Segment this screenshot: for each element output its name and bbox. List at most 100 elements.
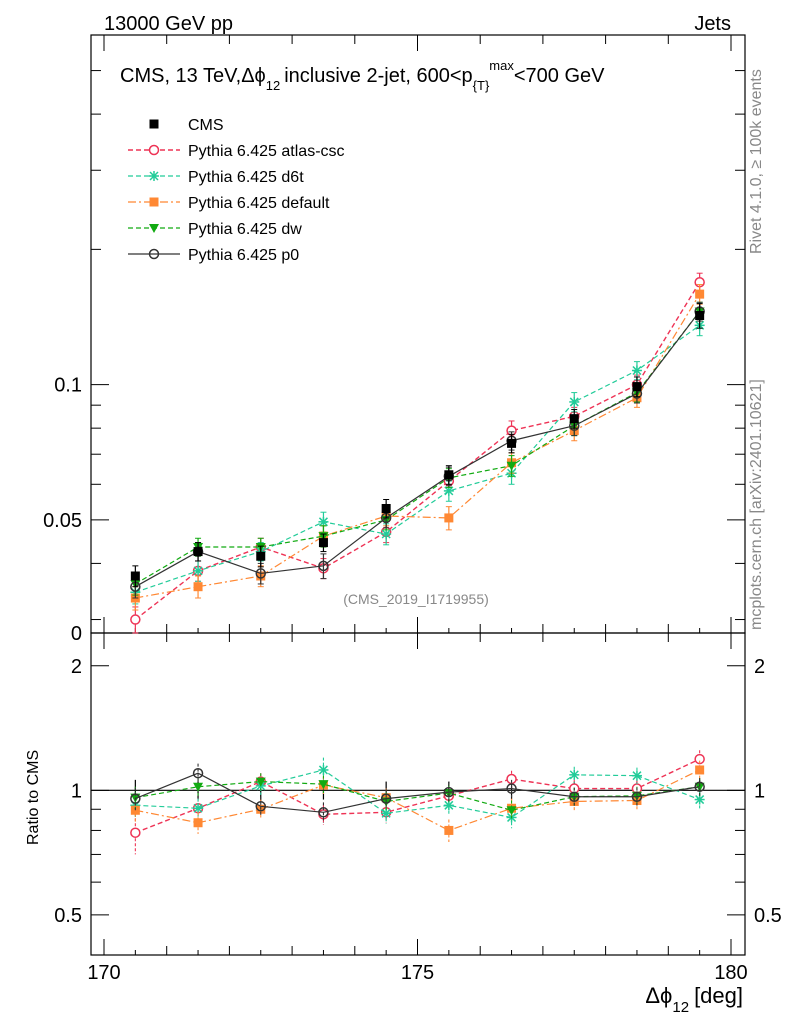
y-tick-label-ratio: 2 [71, 656, 82, 678]
title-main: CMS, 13 TeV, [120, 65, 241, 87]
data-point-default [193, 582, 203, 592]
x-tick-label: 170 [87, 962, 120, 984]
legend-marker-default [149, 197, 159, 207]
ratio-point-d6t-stroke [318, 765, 328, 775]
y-tick-label-main: 0.1 [54, 375, 82, 397]
data-point-p0 [255, 568, 266, 579]
ratio-point-d6t [631, 770, 642, 781]
title-dphi: Δϕ [241, 65, 266, 87]
ratio-point-default [193, 818, 203, 828]
ratio-point-default [444, 825, 454, 835]
header-energy-label: 13000 GeV pp [104, 13, 233, 35]
analysis-watermark: (CMS_2019_I1719955) [343, 591, 489, 607]
ratio-line-p0 [135, 772, 700, 813]
ratio-line-default [135, 769, 700, 832]
ratio-point-default [695, 765, 705, 775]
series-ratio-d6t [130, 757, 705, 829]
data-point-cms [695, 311, 705, 321]
series-main-dw [130, 301, 705, 596]
data-point-d6t-stroke [381, 529, 391, 539]
y-tick-label-ratio: 1 [71, 780, 82, 802]
data-point-cms [318, 538, 328, 548]
title-sub-12: 12 [266, 78, 280, 93]
data-point-d6t [318, 516, 329, 527]
data-point-default [444, 513, 454, 523]
ratio-point-p0 [443, 786, 455, 798]
data-point-d6t [381, 529, 392, 540]
data-point-d6t-stroke [632, 365, 642, 376]
legend-marker-cms [149, 119, 159, 129]
ratio-point-p0 [631, 791, 643, 802]
data-point-d6t-stroke [318, 517, 328, 527]
legend-entry-dw: Pythia 6.425 dw [128, 221, 302, 238]
series-main-d6t [130, 315, 705, 605]
data-point-atlas [130, 614, 141, 625]
y-tick-label-ratio: 0.5 [54, 905, 82, 927]
y-tick-label-main: 0.05 [43, 510, 82, 532]
header-jets-label: Jets [694, 13, 731, 35]
ratio-point-p0 [318, 807, 329, 818]
data-point-cms [632, 382, 642, 392]
ratio-point-d6t [381, 808, 392, 819]
x-label-main: Δϕ [645, 983, 672, 1008]
legend: CMS Pythia 6.425 atlas-csc Pythia 6.425 d6… [128, 117, 345, 264]
ratio-point-p0 [506, 783, 517, 794]
ratio-point-atlas [130, 827, 141, 838]
series-line-d6t [135, 324, 701, 593]
series-line-dw [135, 311, 701, 585]
ratio-y-axis-label: Ratio to CMS [25, 750, 42, 845]
series-line-p0 [135, 311, 701, 588]
x-tick-label: 175 [401, 962, 434, 984]
data-point-cms [444, 470, 454, 480]
legend-entry-p0: Pythia 6.425 p0 [128, 247, 299, 264]
legend-label-default: Pythia 6.425 default [188, 195, 330, 212]
series-main-default [130, 284, 705, 611]
legend-entry-cms: CMS [149, 117, 224, 134]
series-ratio-p0 [130, 763, 705, 823]
title-end: <700 GeV [514, 65, 605, 87]
ratio-point-dw [318, 780, 329, 790]
series-main-atlas [130, 272, 705, 634]
title-sub-T: {T} [473, 78, 490, 93]
data-point-d6t [193, 565, 204, 576]
data-point-d6t-stroke [193, 566, 203, 576]
legend-marker-p0 [148, 248, 160, 260]
data-point-cms [256, 551, 266, 561]
ratio-point-d6t [569, 769, 580, 780]
legend-label-d6t: Pythia 6.425 d6t [188, 169, 304, 186]
series-ratio-atlas [130, 750, 705, 855]
ratio-point-dw [255, 777, 266, 787]
ratio-point-d6t-stroke [695, 795, 705, 805]
data-point-d6t [631, 365, 642, 376]
data-point-d6t [569, 396, 580, 407]
data-point-cms [193, 547, 203, 557]
x-label-unit: [deg] [694, 983, 743, 1008]
ratio-point-dw [506, 806, 517, 816]
ratio-point-d6t [193, 803, 204, 814]
legend-label-atlas: Pythia 6.425 atlas-csc [188, 143, 345, 160]
y-tick-label-ratio-right: 0.5 [754, 905, 782, 927]
ratio-point-p0 [192, 767, 204, 779]
title-sup-max: max [489, 58, 514, 73]
legend-label-p0: Pythia 6.425 p0 [188, 247, 299, 264]
data-point-d6t-stroke [444, 486, 454, 496]
x-label-sub: 12 [672, 999, 689, 1016]
data-point-p0 [318, 560, 329, 572]
y-tick-label-ratio-right: 1 [754, 780, 765, 802]
ratio-point-d6t-stroke [381, 808, 391, 818]
ratio-point-d6t-stroke [569, 770, 579, 780]
ratio-point-p0 [380, 793, 392, 804]
x-axis-label: Δϕ12 [deg] [645, 983, 743, 1016]
ratio-plot-frame [90, 632, 746, 956]
x-tick-label: 180 [714, 962, 747, 984]
y-tick-label-ratio-right: 2 [754, 656, 765, 678]
legend-marker-d6t-stroke [149, 171, 159, 181]
ratio-point-d6t-stroke [444, 800, 454, 810]
title-mid: inclusive 2-jet, 600<p [284, 65, 472, 87]
data-point-dw [506, 461, 517, 471]
data-point-cms [130, 571, 140, 581]
series-main-p0 [130, 301, 705, 599]
mcplots-label: mcplots.cern.ch [arXiv:2401.10621] [748, 379, 765, 630]
